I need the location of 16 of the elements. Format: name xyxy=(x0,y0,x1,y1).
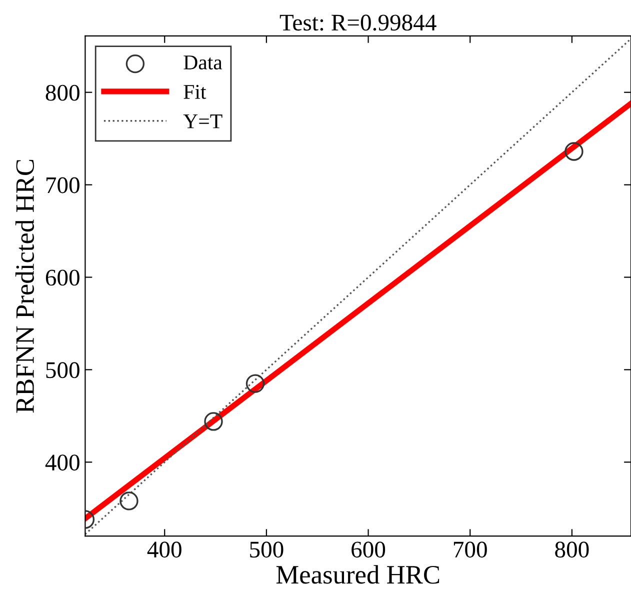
legend-label: Data xyxy=(184,56,222,70)
x-tick-label: 800 xyxy=(555,542,589,558)
y-tick-label: 600 xyxy=(46,270,80,286)
x-tick-label: 500 xyxy=(250,542,284,558)
x-tick-label: 700 xyxy=(454,542,487,558)
x-tick-label: 600 xyxy=(352,542,386,558)
y-tick-label: 400 xyxy=(45,454,80,471)
legend-label: Y=T xyxy=(183,114,222,128)
y-tick-label: 500 xyxy=(46,362,80,378)
y-tick-label: 700 xyxy=(46,177,80,194)
y-tick-label: 800 xyxy=(46,84,80,101)
x-tick-label: 400 xyxy=(147,542,182,558)
x-axis-title: Measured HRC xyxy=(276,565,440,584)
legend-label: Fit xyxy=(184,84,206,99)
y-axis-title: RBFNN Predicted HRC xyxy=(15,160,34,413)
chart-title: Test: R=0.99844 xyxy=(280,14,436,31)
